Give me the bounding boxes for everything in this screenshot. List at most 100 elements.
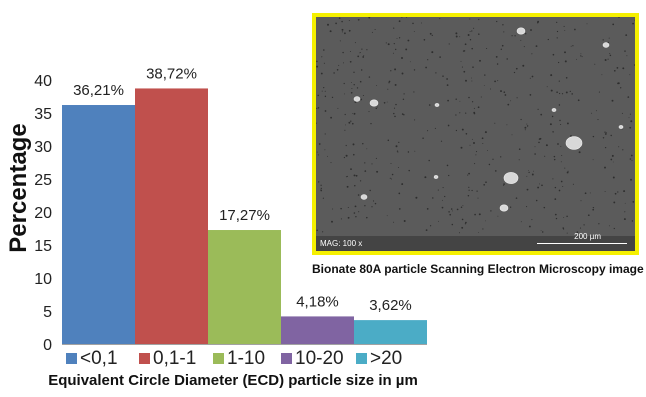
sem-pore: [350, 81, 352, 83]
sem-pore: [321, 56, 323, 58]
sem-pore: [318, 181, 320, 183]
data-label-1: 36,21%: [73, 82, 124, 99]
sem-pore: [349, 51, 351, 52]
sem-pore: [604, 166, 606, 169]
sem-pore: [350, 120, 352, 122]
sem-pore: [605, 132, 607, 134]
sem-pore: [563, 25, 565, 27]
sem-pore: [551, 115, 554, 118]
sem-pore: [483, 183, 486, 186]
sem-pore: [612, 176, 615, 179]
sem-pore: [394, 68, 397, 71]
sem-pore: [516, 97, 518, 99]
sem-pore: [345, 176, 347, 178]
sem-pore: [475, 151, 478, 153]
sem-pore: [560, 145, 562, 147]
sem-pore: [496, 20, 498, 23]
sem-pore: [572, 45, 574, 47]
sem-pore: [477, 106, 480, 109]
sem-pore: [405, 17, 408, 18]
sem-pore: [429, 225, 432, 227]
sem-pore: [574, 28, 576, 31]
sem-pore: [554, 186, 557, 189]
sem-magnification-label: MAG: 100 x: [320, 239, 363, 248]
bar-3: [208, 230, 281, 344]
sem-pore: [604, 131, 606, 133]
bar-4: [281, 316, 354, 344]
sem-pore: [442, 75, 444, 77]
sem-scale-bar: [537, 243, 627, 244]
sem-pore: [490, 210, 492, 212]
sem-pore: [543, 206, 546, 209]
sem-pore: [386, 101, 388, 103]
sem-pore: [461, 226, 464, 229]
sem-particle: [369, 99, 379, 107]
sem-pore: [446, 84, 449, 86]
sem-pore: [371, 163, 373, 165]
sem-pore: [316, 151, 318, 153]
sem-pore: [556, 37, 558, 39]
sem-pore: [553, 158, 556, 161]
sem-pore: [526, 188, 529, 191]
sem-pore: [448, 43, 450, 45]
sem-pore: [618, 146, 620, 148]
sem-pore: [324, 110, 327, 112]
sem-pore: [562, 186, 564, 187]
sem-pore: [478, 18, 480, 21]
sem-pore: [616, 67, 619, 69]
sem-pore: [344, 129, 346, 131]
sem-pore: [447, 99, 449, 102]
x-axis-label: Equivalent Circle Diameter (ECD) particl…: [48, 372, 418, 389]
sem-pore: [510, 100, 512, 102]
sem-pore: [553, 155, 556, 158]
sem-pore: [566, 122, 569, 125]
sem-pore: [614, 192, 617, 195]
sem-pore: [467, 194, 470, 197]
sem-pore: [339, 40, 341, 42]
sem-pore: [401, 57, 403, 59]
sem-pore: [469, 144, 471, 146]
sem-pore: [324, 95, 327, 98]
sem-pore: [534, 153, 536, 155]
sem-pore: [566, 171, 569, 174]
sem-pore: [634, 19, 635, 21]
sem-pore: [323, 49, 325, 51]
sem-pore: [541, 231, 544, 233]
sem-pore: [471, 80, 473, 82]
sem-pore: [526, 125, 529, 127]
sem-pore: [550, 89, 553, 92]
legend: <0,1 0,1-1 1-10 10-20 >20: [66, 348, 402, 369]
sem-pore: [539, 183, 541, 185]
sem-pore: [540, 113, 543, 116]
legend-swatch-4: [281, 353, 292, 364]
sem-pore: [336, 69, 339, 71]
sem-pore: [479, 59, 481, 62]
sem-pore: [450, 208, 453, 210]
sem-pore: [506, 58, 508, 60]
sem-pore: [354, 42, 356, 44]
sem-pore: [403, 93, 405, 95]
sem-pore: [321, 90, 323, 92]
sem-pore: [396, 150, 399, 152]
sem-pore: [346, 175, 348, 178]
sem-pore: [432, 197, 434, 199]
sem-pore: [364, 162, 366, 164]
sem-pore: [540, 230, 542, 231]
sem-particle: [434, 103, 440, 107]
sem-info-bar: [316, 236, 635, 251]
sem-pore: [403, 114, 405, 116]
sem-pore: [463, 50, 466, 52]
legend-label-2: 0,1-1: [153, 348, 196, 369]
sem-pore: [389, 177, 391, 179]
sem-pore: [455, 129, 458, 132]
sem-pore: [520, 221, 522, 223]
sem-pore: [349, 60, 352, 63]
sem-pore: [331, 96, 334, 99]
sem-pore: [608, 225, 610, 227]
sem-pore: [369, 189, 371, 192]
sem-pore: [465, 132, 468, 135]
sem-pore: [529, 94, 532, 96]
sem-pore: [451, 223, 454, 226]
sem-micrograph: [316, 17, 635, 234]
sem-particle: [503, 172, 519, 184]
